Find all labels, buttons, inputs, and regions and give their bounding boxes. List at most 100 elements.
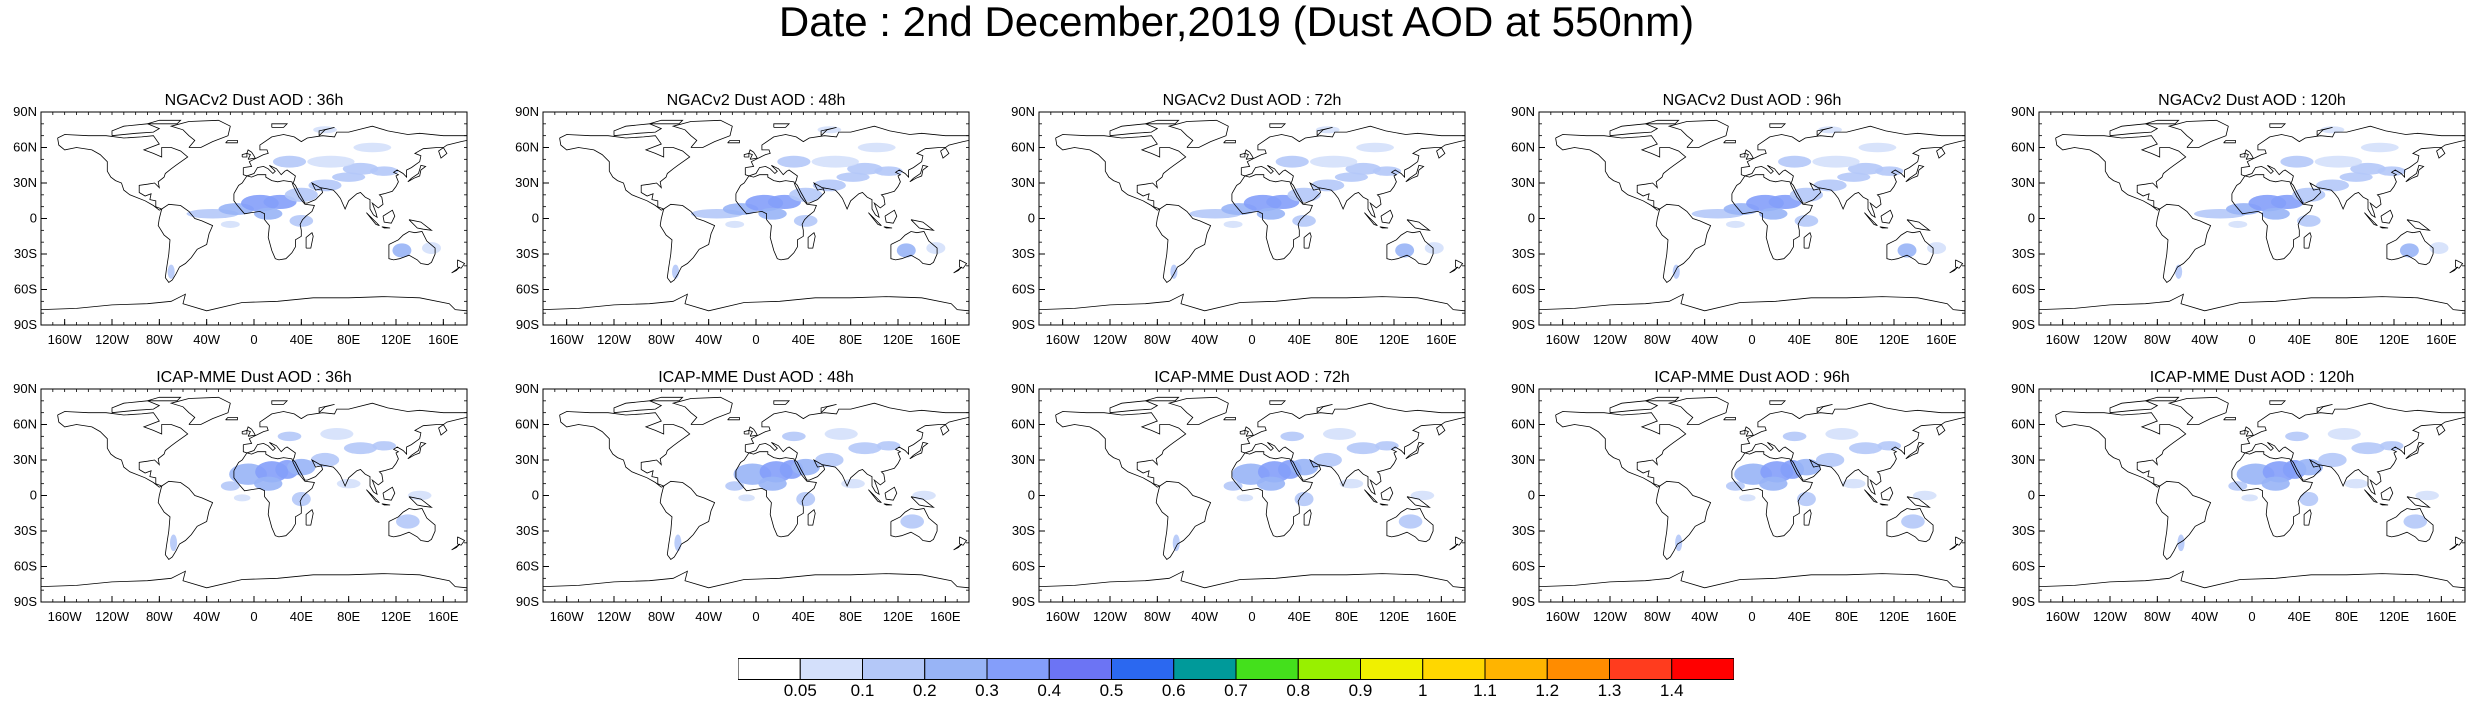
lon-tick-label: 120E [1379,609,1410,624]
dust-plume [392,243,412,258]
lon-tick-label: 160E [930,332,961,347]
dust-plume [812,179,846,192]
colorbar-label: 0.1 [850,681,875,700]
lon-tick-label: 160W [2046,332,2081,347]
coastline [2405,164,2425,183]
lat-tick-label: 30S [516,523,539,538]
coastline [1223,140,1236,144]
coastline [408,219,433,231]
coastline [883,503,893,506]
lat-tick-label: 60S [516,282,539,297]
dust-plume [1275,155,1309,168]
coastline [613,400,663,414]
coastline [1609,400,1659,414]
map-panel: ICAP-MME Dust AOD : 120h 90N 60N 30N 0 30S 60S… [2000,369,2473,624]
dust-plume [254,207,283,220]
coastline [2155,203,2212,283]
lon-tick-label: 80W [1644,332,1671,347]
coastline [883,226,893,229]
coastline [2269,123,2287,128]
map-panel: NGACv2 Dust AOD : 48h 90N 60N 30N 0 30S 60S 90S… [504,92,1001,347]
dust-plume [1346,442,1380,455]
coastline [1316,127,1333,136]
lat-tick-label: 90N [2011,104,2035,119]
map-panel: ICAP-MME Dust AOD : 36h 90N 60N 30N 0 30S 60S 9… [2,369,499,624]
dust-plume [2415,490,2439,501]
lat-tick-label: 30N [1511,175,1535,190]
dust-plume [1794,214,1819,227]
dust-plume [900,514,925,529]
coastline [649,119,684,125]
coastline [1167,396,1229,425]
coastline [884,486,898,501]
dust-plume [1725,220,1745,228]
coastline [2240,402,2465,496]
coastline [1055,134,1187,211]
dust-plume [796,491,816,507]
dust-field [2039,396,2465,589]
dust-plume [836,172,870,182]
lon-tick-label: 160W [1546,609,1581,624]
world-map: 90N 60N 30N 0 30S 60S 90S 160W 120W 80W 40W 0 40E 80E… [515,104,970,347]
lon-tick-label: 160W [550,609,585,624]
coastline [748,149,758,160]
dust-plume [1223,481,1243,491]
lon-tick-label: 40W [1691,609,1718,624]
lon-tick-label: 160E [930,609,961,624]
colorbar-box [1484,658,1548,680]
coastline [2231,174,2313,261]
dust-plume [343,442,378,455]
lon-tick-label: 160W [1046,332,1081,347]
coastline [2239,429,2246,435]
lon-tick-label: 120W [1593,332,1628,347]
lat-tick-label: 60N [1011,140,1035,155]
coastline [909,164,929,183]
coastline [1240,402,1465,496]
lat-tick-label: 0 [30,211,37,226]
coastline [613,123,663,137]
lon-tick-label: 40E [792,332,815,347]
dust-plume [220,220,240,228]
lon-tick-label: 0 [1748,332,1755,347]
coastline [743,429,750,435]
dust-plume [1313,452,1342,468]
coastline [1455,536,1464,546]
lat-tick-label: 60S [2012,559,2035,574]
dust-plume [2351,442,2385,455]
coastline [1244,149,1254,160]
dust-plume [1782,431,1807,442]
coastline [953,543,963,551]
coastline [2039,293,2465,312]
dust-field [2039,119,2465,312]
coastline [2055,134,2187,211]
coastline [1364,212,1378,226]
coastline [807,232,816,249]
coastline [2244,149,2254,160]
colorbar-box [1609,658,1673,680]
coastline [169,396,231,425]
dust-plume [1849,442,1883,455]
dust-plume [2315,179,2350,192]
lat-tick-label: 30S [14,246,37,261]
coastline [1803,509,1812,526]
dust-plume [1356,142,1394,153]
dust-plume [353,142,392,153]
dust-plume [1395,243,1415,258]
coastline [2386,231,2434,266]
coastline [111,123,161,137]
dust-plume [1375,441,1399,451]
coastline [2316,127,2333,136]
lon-tick-label: 80E [1335,332,1358,347]
coastline [2364,489,2378,503]
dust-plume [2360,142,2399,153]
lon-tick-label: 80E [1835,332,1858,347]
dust-plume [233,494,251,502]
colorbar-box [1546,658,1610,680]
coastline [1667,396,1729,425]
coastline [910,496,935,508]
lon-tick-label: 160E [1426,332,1457,347]
coastline [225,417,238,421]
coastline [1816,127,1833,136]
coastline [543,570,969,589]
lat-tick-label: 30N [1011,175,1035,190]
